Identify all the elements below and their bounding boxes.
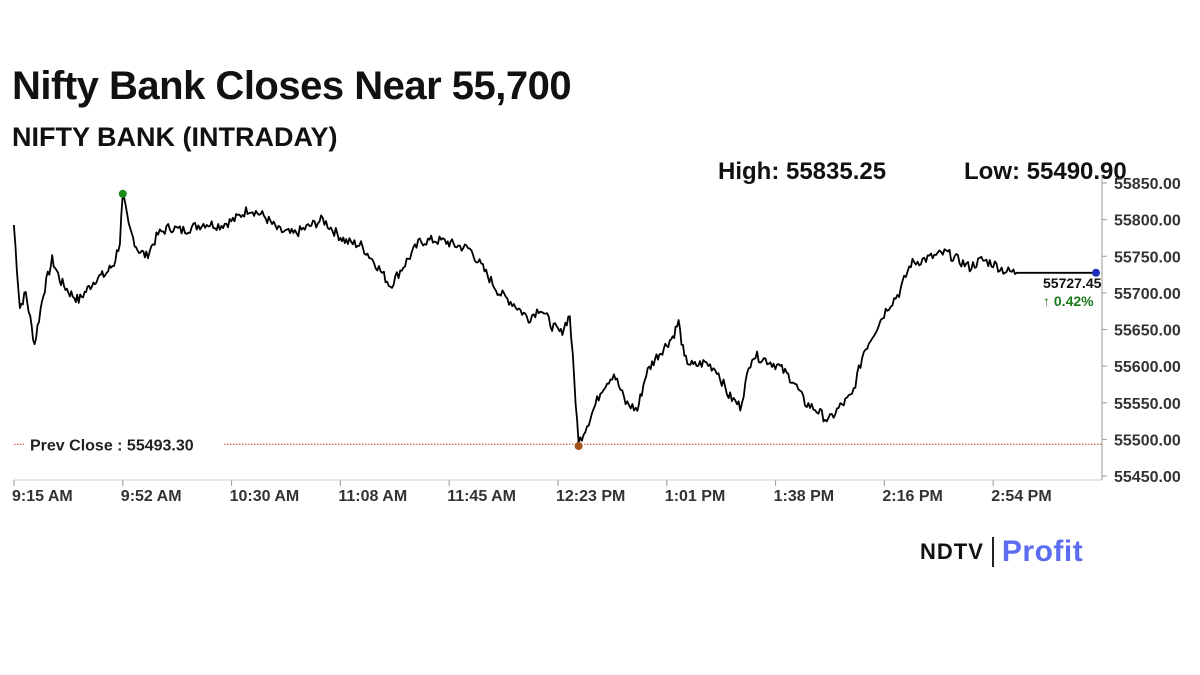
- logo-divider: [991, 537, 994, 567]
- y-tick-label: 55450.00: [1114, 469, 1181, 486]
- price-line-layer: [13, 192, 1096, 444]
- low-value-label: Low: 55490.90: [964, 158, 1127, 185]
- x-tick-label: 2:16 PM: [882, 488, 942, 505]
- x-tick-label: 12:23 PM: [556, 488, 625, 505]
- x-tick-label: 11:45 AM: [447, 488, 516, 505]
- last-price-label: 55727.45: [1043, 275, 1102, 291]
- markers-layer: 55727.45 ↑ 0.42%: [118, 189, 1102, 451]
- y-axis: 55850.00 55800.00 55750.00 55700.00 55650.00…: [1101, 175, 1181, 486]
- x-tick-label: 1:01 PM: [665, 488, 725, 505]
- change-percent-label: ↑ 0.42%: [1043, 293, 1094, 309]
- profit-logo-text: Profit: [1001, 535, 1084, 568]
- y-tick-label: 55600.00: [1114, 359, 1181, 376]
- chart-subtitle: NIFTY BANK (INTRADAY): [12, 122, 338, 152]
- prev-close-label: Prev Close : 55493.30: [30, 437, 194, 454]
- y-tick-label: 55500.00: [1114, 432, 1181, 449]
- prev-close-label-bg: [24, 433, 224, 456]
- x-tick-label: 2:54 PM: [991, 488, 1051, 505]
- prev-close-layer: Prev Close : 55493.30: [14, 433, 1102, 456]
- y-tick-label: 55550.00: [1114, 396, 1181, 413]
- y-tick-label: 55850.00: [1114, 176, 1181, 193]
- y-tick-label: 55650.00: [1114, 323, 1181, 340]
- x-tick-label: 10:30 AM: [230, 488, 300, 505]
- last-price-marker: [1092, 268, 1100, 277]
- x-tick-label: 9:52 AM: [121, 488, 182, 505]
- low-marker: [574, 442, 583, 451]
- high-marker: [118, 189, 127, 198]
- high-value-label: High: 55835.25: [718, 158, 887, 185]
- x-tick-label: 9:15 AM: [12, 488, 73, 505]
- y-tick-label: 55750.00: [1114, 249, 1181, 266]
- x-tick-label: 1:38 PM: [774, 488, 834, 505]
- x-axis: 9:15 AM 9:52 AM 10:30 AM 11:08 AM 11:45 AM 12…: [12, 479, 1102, 505]
- ndtv-profit-logo: NDTV Profit: [920, 532, 1083, 572]
- page-title: Nifty Bank Closes Near 55,700: [12, 64, 572, 108]
- x-tick-label: 11:08 AM: [338, 488, 407, 505]
- price-series-line: [13, 192, 1096, 444]
- y-tick-label: 55700.00: [1114, 286, 1181, 303]
- y-tick-label: 55800.00: [1114, 213, 1181, 230]
- ndtv-logo-text: NDTV: [920, 539, 984, 564]
